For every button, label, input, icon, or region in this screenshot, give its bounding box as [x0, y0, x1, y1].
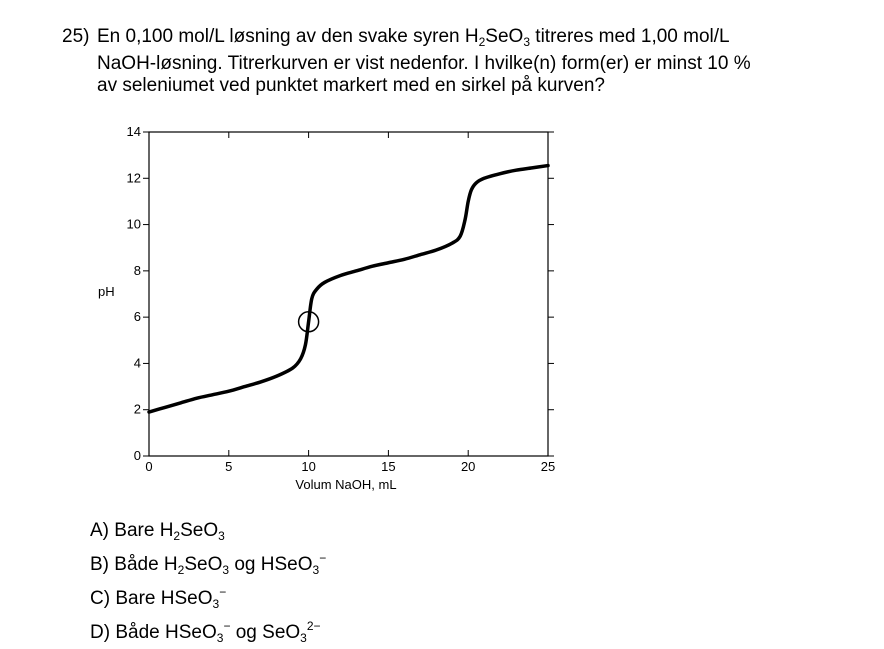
x-tick-label: 20 [461, 459, 475, 474]
question-line-1-text-a: En 0,100 mol/L løsning av den svake syre… [97, 26, 479, 47]
question-line-1: En 0,100 mol/L løsning av den svake syre… [97, 26, 842, 53]
y-tick-label: 2 [134, 402, 141, 417]
option-d[interactable]: D) Både HSeO3− og SeO32− [90, 615, 326, 649]
subscript: 3 [212, 597, 220, 611]
question: 25) En 0,100 mol/L løsning av den svake … [62, 26, 842, 97]
superscript: 2− [306, 619, 321, 633]
subscript: 3 [216, 631, 224, 645]
y-tick-label: 14 [127, 124, 141, 139]
subscript: 2 [177, 563, 185, 577]
subscript: 3 [222, 563, 230, 577]
option-d-text: og SeO [230, 622, 301, 643]
subscript: 2 [173, 529, 181, 543]
option-d-text: Både HSeO [115, 622, 217, 643]
option-b-text: SeO [184, 554, 223, 575]
option-b-text: Både H [114, 554, 178, 575]
option-d-label: D) [90, 622, 111, 643]
question-line-1-text-c: titreres med 1,00 mol/L [530, 26, 730, 47]
superscript: − [219, 585, 227, 599]
subscript: 3 [218, 529, 225, 543]
question-line-1-text-b: SeO [485, 26, 524, 47]
x-tick-label: 15 [381, 459, 395, 474]
y-axis-label: pH [98, 284, 115, 299]
option-c[interactable]: C) Bare HSeO3− [90, 581, 326, 615]
subscript: 3 [312, 563, 320, 577]
marked-point-circle [297, 311, 320, 333]
superscript: − [319, 551, 327, 565]
option-c-label: C) [90, 588, 111, 609]
curve-line [147, 163, 550, 414]
x-tick-label: 5 [225, 459, 232, 474]
option-b-text: og HSeO [229, 554, 313, 575]
x-tick-label: 10 [301, 459, 315, 474]
question-line-3: av seleniumet ved punktet markert med en… [97, 75, 605, 96]
x-axis-label: Volum NaOH, mL [295, 477, 396, 492]
question-line-2: NaOH-løsning. Titrerkurven er vist neden… [97, 53, 751, 74]
superscript: − [223, 619, 231, 633]
y-tick-label: 0 [134, 448, 141, 463]
x-tick-label: 0 [145, 459, 152, 474]
y-tick-label: 6 [134, 309, 141, 324]
option-a[interactable]: A) Bare H2SeO3 [90, 520, 326, 547]
y-tick-label: 12 [127, 170, 141, 185]
option-a-text: SeO [180, 520, 219, 541]
axis-ticks: 0 2 4 6 8 10 12 14 0 5 10 15 20 25 [127, 124, 556, 474]
answer-options: A) Bare H2SeO3 B) Både H2SeO3 og HSeO3− … [90, 520, 326, 649]
marked-point [297, 311, 320, 333]
option-c-text: Bare HSeO [115, 588, 213, 609]
subscript: 3 [300, 631, 307, 645]
y-tick-label: 8 [134, 263, 141, 278]
option-a-label: A) [90, 520, 109, 541]
y-tick-label: 4 [134, 355, 141, 370]
x-tick-label: 25 [541, 459, 555, 474]
subscript: 3 [523, 35, 531, 49]
plot-border [148, 131, 549, 457]
y-tick-label: 10 [127, 217, 141, 232]
option-b[interactable]: B) Både H2SeO3 og HSeO3− [90, 547, 326, 581]
subscript: 2 [478, 35, 486, 49]
option-b-label: B) [90, 554, 109, 575]
question-number: 25) [62, 26, 90, 47]
option-a-text: Bare H [114, 520, 174, 541]
titration-curve [147, 163, 550, 414]
plot-frame [148, 131, 549, 457]
